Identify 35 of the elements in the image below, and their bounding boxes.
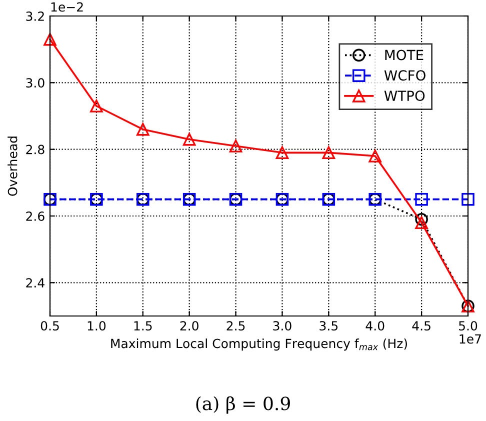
point [276,146,289,160]
y-tick-label: 3.0 [26,78,44,88]
y-tick-label: 2.4 [26,278,44,288]
point [90,100,103,112]
point [182,132,196,146]
legend-label: WCFO [384,70,426,81]
legend-label: WTPO [384,90,425,102]
text: (a) β = 0.9 [196,396,290,414]
y-axis-title: Overhead [8,136,18,196]
point [322,146,336,160]
text: 1e7 [460,334,481,344]
x-tick-label: 4.0 [366,321,384,331]
y-tick-label: 3.2 [26,11,44,21]
point [415,216,428,230]
point [44,32,56,46]
legend-label: MOTE [385,50,424,60]
x-tick-label: 2.5 [226,321,245,331]
x-tick-label: 2.0 [180,321,198,331]
y-tick-label: 2.8 [26,144,44,154]
x-tick-label: 1.5 [134,321,152,331]
point [415,192,428,206]
y-tick-label: 2.6 [26,211,44,221]
point [136,122,150,136]
x-tick-label: 5.0 [459,321,478,331]
point [229,140,242,152]
x-tick-label: 0.5 [40,321,59,331]
x-tick-label: 3.5 [320,321,338,331]
point [462,192,474,206]
x-tick-label: 3.0 [273,321,292,331]
point [368,150,382,162]
x-axis-title: Maximum Local Computing Frequency f$_{max}$ (Hz) [111,338,407,351]
point [415,212,428,226]
text: 1e−2 [51,2,83,12]
x-tick-label: 4.5 [412,321,430,331]
x-tick-label: 1.0 [88,321,106,331]
